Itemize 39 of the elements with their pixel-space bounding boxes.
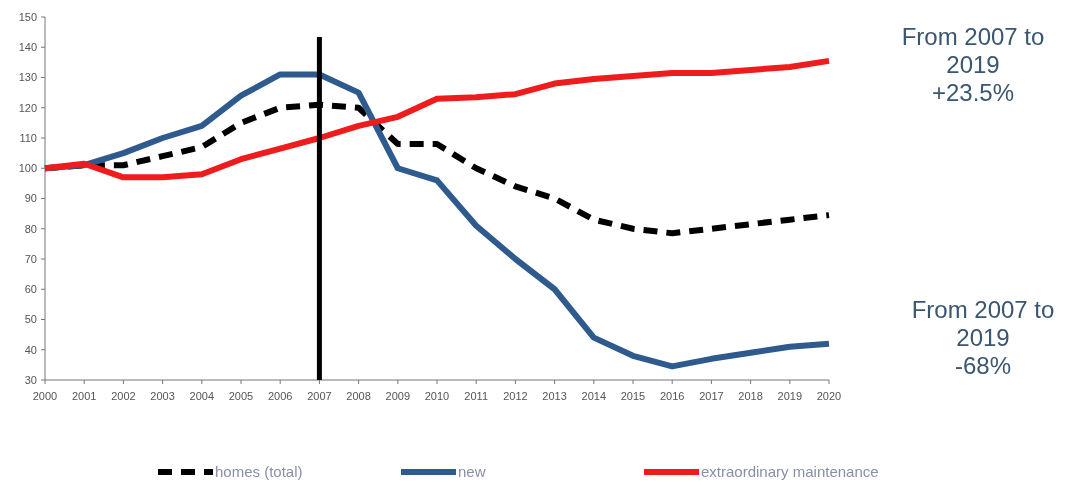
x-tick-label: 2006 <box>267 390 293 402</box>
y-tick-label: 120 <box>18 101 37 114</box>
text: From 2007 to 2019 +23.5% <box>901 23 1045 106</box>
x-tick-label: 2007 <box>307 390 332 402</box>
y-tick-label: 110 <box>19 131 37 144</box>
x-tick-label: 2016 <box>659 390 685 402</box>
y-tick-label: 150 <box>18 10 37 23</box>
y-tick-label: 30 <box>24 373 37 386</box>
legend-label: new <box>458 463 486 481</box>
y-tick-label: 50 <box>24 313 37 326</box>
text: From 2007 to 2019 -68% <box>911 296 1055 379</box>
x-tick-label: 2001 <box>71 390 97 402</box>
y-tick-label: 140 <box>18 41 37 54</box>
legend-label: extraordinary maintenance <box>701 463 879 481</box>
y-tick-label: 60 <box>24 283 37 296</box>
x-tick-label: 2015 <box>620 390 646 402</box>
x-tick-label: 2008 <box>346 390 371 402</box>
y-tick-label: 70 <box>24 252 37 265</box>
x-tick-label: 2017 <box>699 390 724 402</box>
y-tick-label: 40 <box>24 343 37 356</box>
x-tick-label: 2009 <box>385 390 411 402</box>
y-tick-label: 100 <box>18 162 37 175</box>
x-tick-label: 2010 <box>424 390 450 402</box>
x-tick-label: 2020 <box>816 390 842 402</box>
x-tick-label: 2019 <box>777 390 803 402</box>
y-tick-label: 80 <box>24 222 37 235</box>
x-tick-label: 2000 <box>32 390 58 402</box>
x-tick-label: 2018 <box>738 390 763 402</box>
legend-label: homes (total) <box>215 463 303 481</box>
x-tick-label: 2002 <box>111 390 136 402</box>
x-tick-label: 2012 <box>503 390 528 402</box>
y-tick-label: 90 <box>24 192 37 205</box>
x-tick-label: 2014 <box>581 390 607 402</box>
x-tick-label: 2013 <box>542 390 567 402</box>
x-tick-label: 2011 <box>464 390 489 402</box>
x-tick-label: 2005 <box>228 390 254 402</box>
y-tick-label: 130 <box>18 71 37 84</box>
x-tick-label: 2004 <box>189 390 215 402</box>
x-tick-label: 2003 <box>150 390 175 402</box>
